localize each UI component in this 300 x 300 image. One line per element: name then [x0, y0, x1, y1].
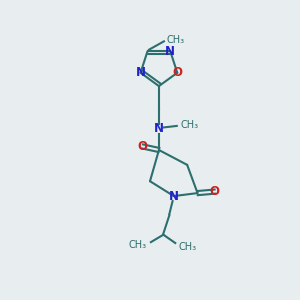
Text: N: N [154, 122, 164, 135]
Text: CH₃: CH₃ [181, 120, 199, 130]
Text: O: O [172, 66, 182, 79]
Text: N: N [165, 45, 175, 58]
Text: N: N [136, 66, 146, 79]
Text: CH₃: CH₃ [178, 242, 196, 253]
Text: O: O [138, 140, 148, 153]
Text: CH₃: CH₃ [129, 240, 147, 250]
Text: O: O [210, 185, 220, 198]
Text: CH₃: CH₃ [167, 35, 185, 45]
Text: N: N [169, 190, 179, 202]
